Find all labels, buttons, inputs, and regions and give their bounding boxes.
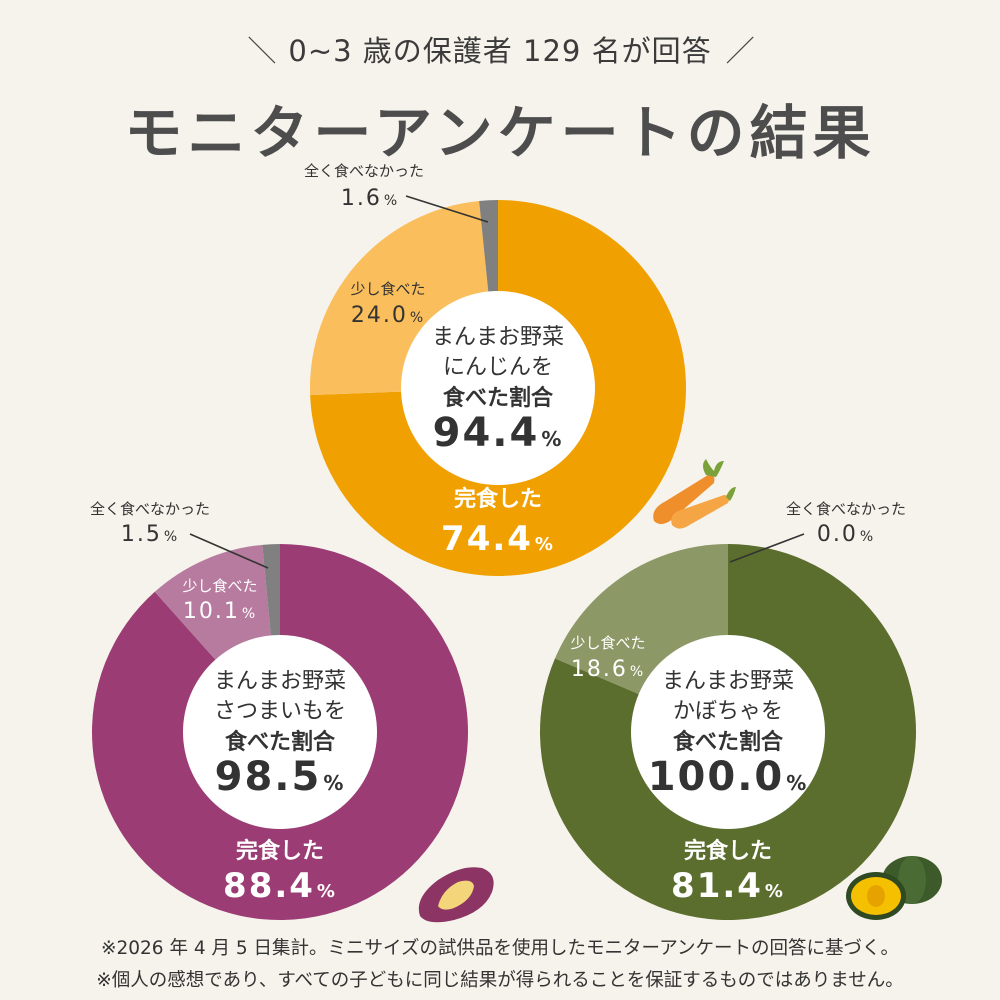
value-none-percent-sign: % <box>384 193 399 209</box>
label-none: 全く食べなかった <box>90 500 210 518</box>
value-some-percent-sign: % <box>410 310 425 326</box>
label-none: 全く食べなかった <box>786 500 906 518</box>
center-line-3: 食べた割合 <box>225 729 336 755</box>
donut-hole <box>631 635 825 829</box>
value-finished-value: 81.4 <box>671 866 763 906</box>
value-none-value: 1.5 <box>121 522 162 547</box>
footer-note-1: ※2026 年 4 月 5 日集計。ミニサイズの試供品を使用したモニターアンケー… <box>101 938 899 959</box>
carrot-leaves <box>703 459 724 477</box>
value-finished: 81.4% <box>671 866 785 906</box>
value-finished: 88.4% <box>223 866 337 906</box>
carrot-leaves-2 <box>726 487 736 501</box>
footer-notes: ※2026 年 4 月 5 日集計。ミニサイズの試供品を使用したモニターアンケー… <box>0 933 1000 997</box>
value-finished-percent-sign: % <box>317 881 337 902</box>
label-some: 少し食べた <box>350 280 425 298</box>
value-none-value: 1.6 <box>341 186 382 211</box>
value-some-value: 10.1 <box>183 599 240 624</box>
value-finished-value: 74.4 <box>441 519 533 559</box>
center-value-value: 94.4 <box>433 410 540 456</box>
value-finished-percent-sign: % <box>765 881 785 902</box>
center-value-value: 100.0 <box>648 754 785 800</box>
value-finished: 74.4% <box>441 519 555 559</box>
leader-line <box>405 195 489 223</box>
slash-left: ＼ <box>247 34 276 68</box>
value-some-value: 18.6 <box>571 657 628 682</box>
carrot-body <box>653 474 715 524</box>
value-some-value: 24.0 <box>351 303 408 328</box>
value-finished-percent-sign: % <box>535 534 555 555</box>
header-subtitle: ＼ 0~3 歳の保護者 129 名が回答 ／ <box>0 28 1000 70</box>
value-none-percent-sign: % <box>164 529 179 545</box>
center-value-percent-sign: % <box>786 771 808 795</box>
label-some: 少し食べた <box>570 634 645 652</box>
value-some: 24.0% <box>351 303 425 328</box>
footer-note-2: ※個人の感想であり、すべての子どもに同じ結果が得られることを保証するものではあり… <box>96 970 904 991</box>
potato-flesh <box>438 880 474 910</box>
donut-hole <box>183 635 377 829</box>
center-value-value: 98.5 <box>215 754 322 800</box>
center-value-percent-sign: % <box>541 427 563 451</box>
value-finished-value: 88.4 <box>223 866 315 906</box>
center-value: 98.5% <box>215 754 346 800</box>
center-line-2: さつまいもを <box>214 699 346 724</box>
label-none: 全く食べなかった <box>304 162 424 180</box>
value-none: 1.6% <box>341 186 399 211</box>
center-value: 94.4% <box>433 410 564 456</box>
center-line-3: 食べた割合 <box>443 385 554 411</box>
donut-hole <box>401 291 595 485</box>
value-none-value: 0.0 <box>817 522 858 547</box>
value-none-percent-sign: % <box>860 529 875 545</box>
page-title: モニターアンケートの結果 <box>124 99 876 167</box>
value-some: 10.1% <box>183 599 257 624</box>
value-some: 18.6% <box>571 657 645 682</box>
carrot-icon <box>653 459 736 529</box>
center-line-2: にんじんを <box>443 355 553 380</box>
sweet-potato-icon <box>418 867 494 923</box>
pumpkin-icon <box>846 856 942 920</box>
value-some-percent-sign: % <box>242 606 257 622</box>
center-line-3: 食べた割合 <box>673 729 784 755</box>
center-line-1: まんまお野菜 <box>432 325 564 350</box>
center-value-percent-sign: % <box>323 771 345 795</box>
leader-line <box>189 533 269 569</box>
center-value: 100.0% <box>648 754 809 800</box>
leader-line <box>729 533 805 563</box>
label-finished: 完食した <box>684 838 772 864</box>
label-finished: 完食した <box>236 838 324 864</box>
pumpkin-seeds <box>867 885 885 907</box>
subtitle-text: 0~3 歳の保護者 129 名が回答 <box>288 34 712 68</box>
label-finished: 完食した <box>454 486 542 512</box>
label-some: 少し食べた <box>182 577 257 595</box>
value-none: 0.0% <box>817 522 875 547</box>
slash-right: ／ <box>725 34 755 68</box>
value-none: 1.5% <box>121 522 179 547</box>
carrot-body-2 <box>671 495 730 529</box>
center-line-2: かぼちゃを <box>673 699 783 724</box>
value-some-percent-sign: % <box>630 664 645 680</box>
center-line-1: まんまお野菜 <box>214 669 346 694</box>
center-line-1: まんまお野菜 <box>662 669 794 694</box>
